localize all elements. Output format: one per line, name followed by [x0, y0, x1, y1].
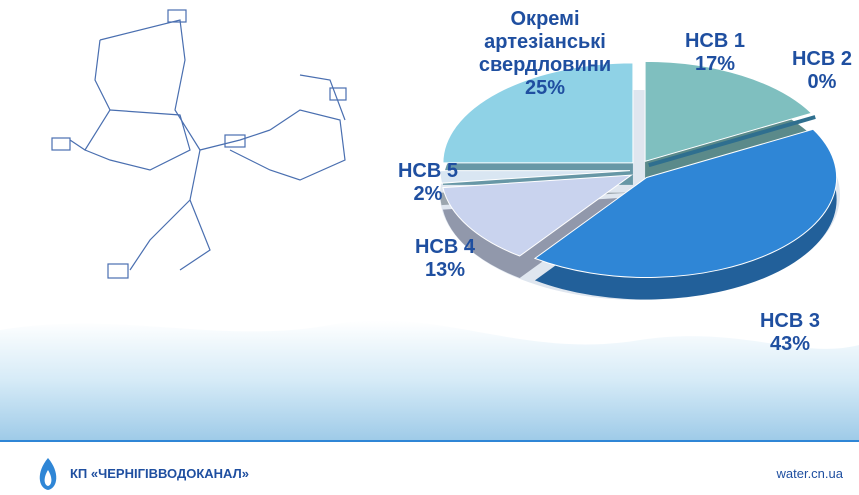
website: water.cn.ua	[776, 466, 844, 481]
slice-label: НСВ 3	[759, 310, 820, 332]
slice	[442, 62, 634, 164]
slice-label: НСВ 2	[791, 48, 852, 70]
slice-label: НСВ 5	[397, 160, 458, 182]
wave-band	[0, 320, 859, 440]
value-label: 25%	[524, 77, 566, 99]
value-label: 0%	[807, 71, 837, 93]
slice-label: Окремі артезіанські свердловини	[478, 8, 612, 76]
value-label: 2%	[413, 183, 443, 205]
slice	[644, 60, 813, 163]
value-label: 43%	[769, 333, 811, 355]
organization: КП «ЧЕРНІГІВВОДОКАНАЛ»	[70, 466, 249, 481]
slice	[533, 128, 838, 278]
slice-label: НСВ 4	[414, 236, 475, 258]
logo	[39, 458, 57, 490]
value-label: 13%	[424, 259, 466, 281]
slice-label: НСВ 1	[684, 30, 745, 52]
value-label: 17%	[694, 53, 736, 75]
slice	[648, 115, 816, 168]
slice	[442, 174, 634, 257]
network-map	[51, 9, 347, 279]
slice	[439, 170, 631, 184]
